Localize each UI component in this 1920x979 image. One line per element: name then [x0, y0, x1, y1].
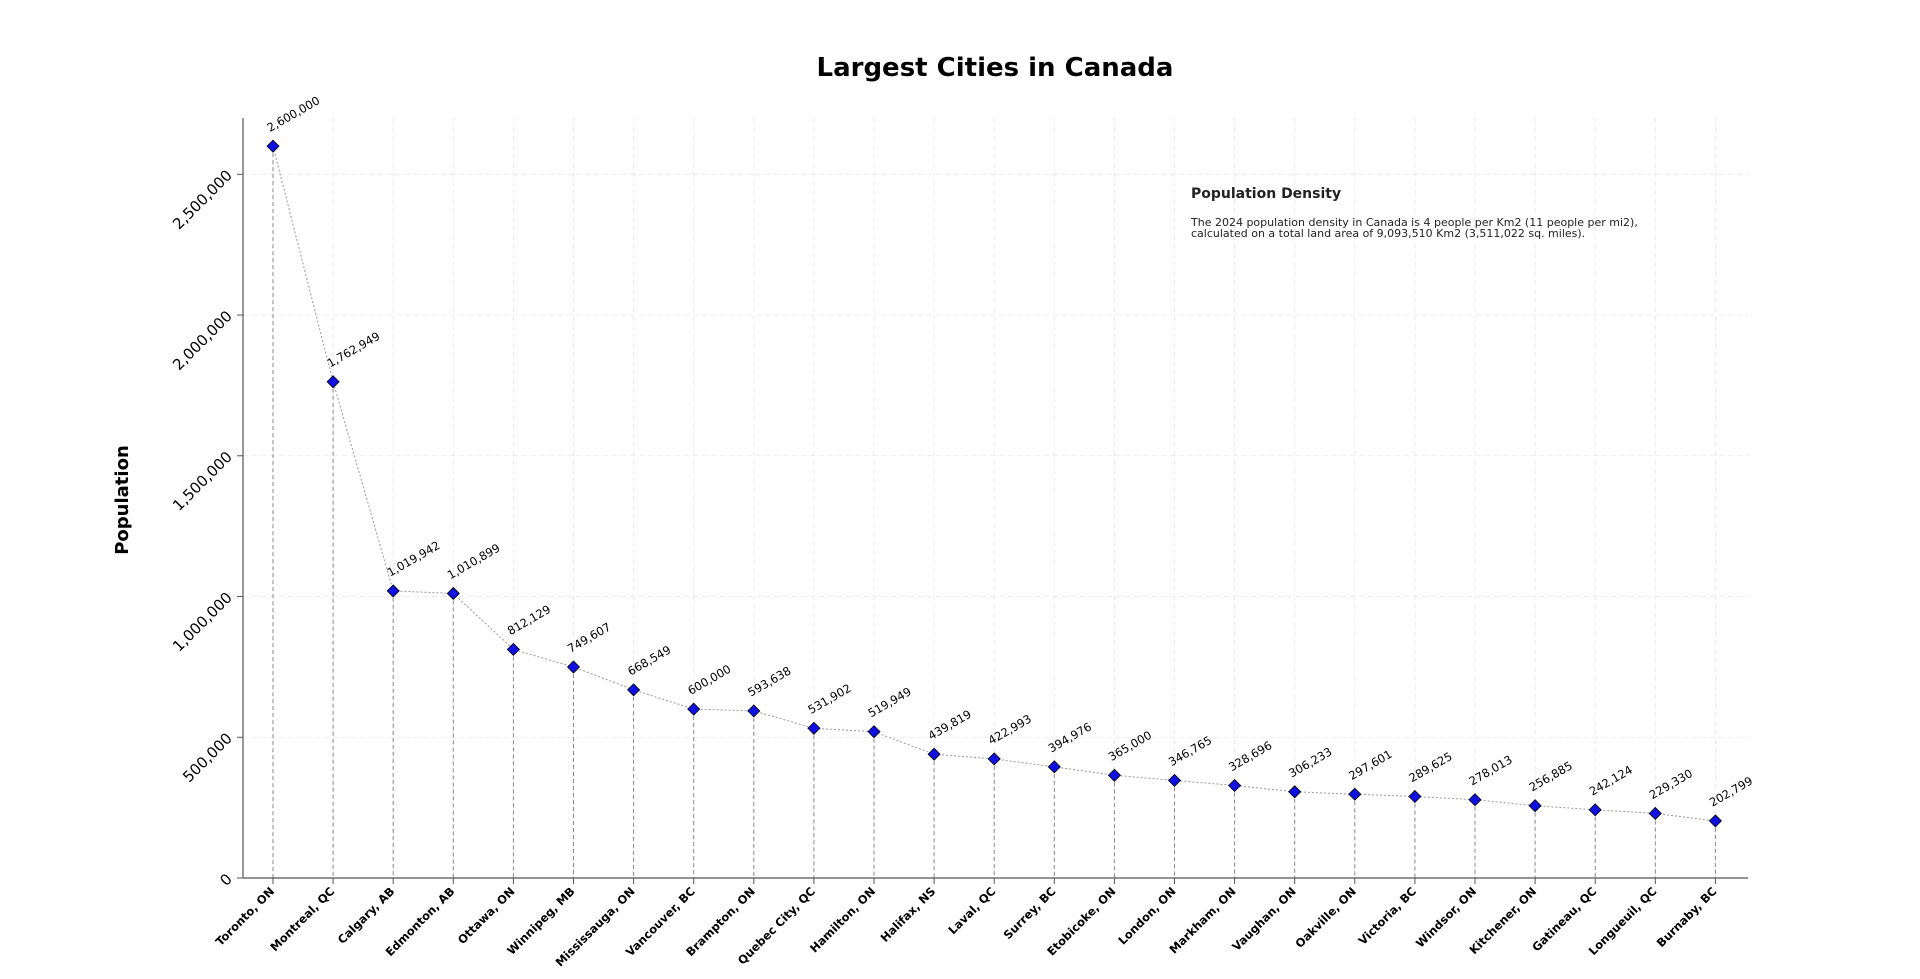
data-point-marker	[1408, 789, 1422, 804]
series	[266, 139, 1722, 828]
data-point-marker	[326, 375, 340, 389]
y-tick-label: 2,500,000	[169, 166, 236, 233]
data-value-label: 306,233	[1286, 744, 1334, 780]
data-point-marker	[1348, 787, 1362, 801]
data-value-label: 422,993	[986, 712, 1034, 748]
y-axis-label: Population	[112, 445, 133, 555]
annotation-line-2: calculated on a total land area of 9,093…	[1191, 227, 1585, 240]
chart-title: Largest Cities in Canada	[817, 53, 1174, 83]
data-point-marker	[1228, 778, 1242, 793]
data-value-label: 346,765	[1166, 733, 1214, 769]
annotation-line-1: The 2024 population density in Canada is…	[1190, 216, 1638, 229]
x-tick-label: Montreal, QC	[267, 884, 337, 954]
data-point-marker	[747, 704, 761, 718]
data-point-marker	[446, 586, 460, 601]
x-tick-label: London, ON	[1115, 884, 1178, 947]
annotation-title: Population Density	[1191, 186, 1341, 202]
x-tick-label: Halifax, NS	[878, 884, 939, 945]
y-tick-label: 2,000,000	[169, 307, 236, 374]
x-tick-label: Surrey, BC	[1001, 884, 1059, 942]
data-point-marker	[687, 702, 701, 716]
axes	[242, 118, 1748, 879]
drop-lines	[272, 146, 1716, 878]
data-value-label: 531,902	[805, 681, 853, 717]
x-tick-label: Victoria, BC	[1356, 884, 1420, 948]
data-point-marker	[927, 747, 941, 761]
data-point-marker	[1468, 793, 1482, 807]
data-point-marker	[1648, 806, 1662, 821]
data-value-label: 593,638	[745, 664, 793, 700]
data-value-label: 328,696	[1226, 738, 1274, 774]
data-point-marker	[1047, 760, 1061, 774]
data-point-marker	[627, 683, 641, 697]
data-value-label: 297,601	[1346, 747, 1394, 783]
data-value-label: 2,600,000	[265, 93, 323, 134]
y-tick-label: 500,000	[179, 729, 236, 786]
density-annotation: Population Density The 2024 population d…	[1190, 186, 1638, 240]
x-tick-label: Vaughan, ON	[1229, 884, 1299, 954]
x-tick-label: Toronto, ON	[213, 884, 277, 948]
data-point-marker	[266, 139, 280, 153]
x-tick-label: Ottawa, ON	[455, 884, 518, 947]
data-point-marker	[1588, 803, 1602, 817]
data-point-marker	[1528, 799, 1542, 813]
data-value-label: 812,129	[505, 602, 553, 638]
y-ticks: 0 500,000 1,000,000 1,500,000 2,000,000 2,500…	[169, 166, 243, 890]
data-value-label: 600,000	[685, 662, 733, 698]
y-tick-label: 1,000,000	[169, 589, 236, 656]
data-value-label: 365,000	[1106, 728, 1154, 764]
x-tick-label: Hamilton, ON	[807, 884, 878, 955]
y-tick-label: 1,500,000	[169, 448, 236, 515]
data-point-marker	[867, 725, 881, 739]
data-point-marker	[506, 642, 520, 656]
x-tick-label: Burnaby, BC	[1654, 884, 1720, 950]
x-tick-label: Oakville, ON	[1292, 884, 1359, 951]
data-value-label: 668,549	[625, 643, 673, 679]
x-tick-label: Laval, QC	[945, 884, 998, 937]
data-point-marker	[386, 584, 400, 598]
x-tick-label: Windsor, ON	[1413, 884, 1479, 950]
y-tick-label: 0	[216, 870, 235, 889]
data-point-marker	[1167, 773, 1182, 787]
data-value-label: 242,124	[1587, 763, 1635, 799]
data-point-marker	[807, 721, 821, 735]
data-value-label: 278,013	[1467, 752, 1515, 788]
data-point-marker	[1288, 785, 1302, 799]
data-point-marker	[1107, 768, 1121, 782]
data-value-label: 256,885	[1527, 758, 1575, 794]
data-value-label: 749,607	[565, 620, 613, 656]
data-value-label: 229,330	[1647, 766, 1695, 802]
data-value-label: 289,625	[1406, 749, 1454, 785]
x-tick-label: Calgary, AB	[335, 884, 398, 947]
data-value-label: 202,799	[1707, 774, 1755, 810]
data-value-label: 519,949	[866, 684, 914, 720]
data-point-marker	[1708, 814, 1722, 828]
data-point-marker	[987, 752, 1001, 766]
data-point-marker	[566, 660, 581, 674]
